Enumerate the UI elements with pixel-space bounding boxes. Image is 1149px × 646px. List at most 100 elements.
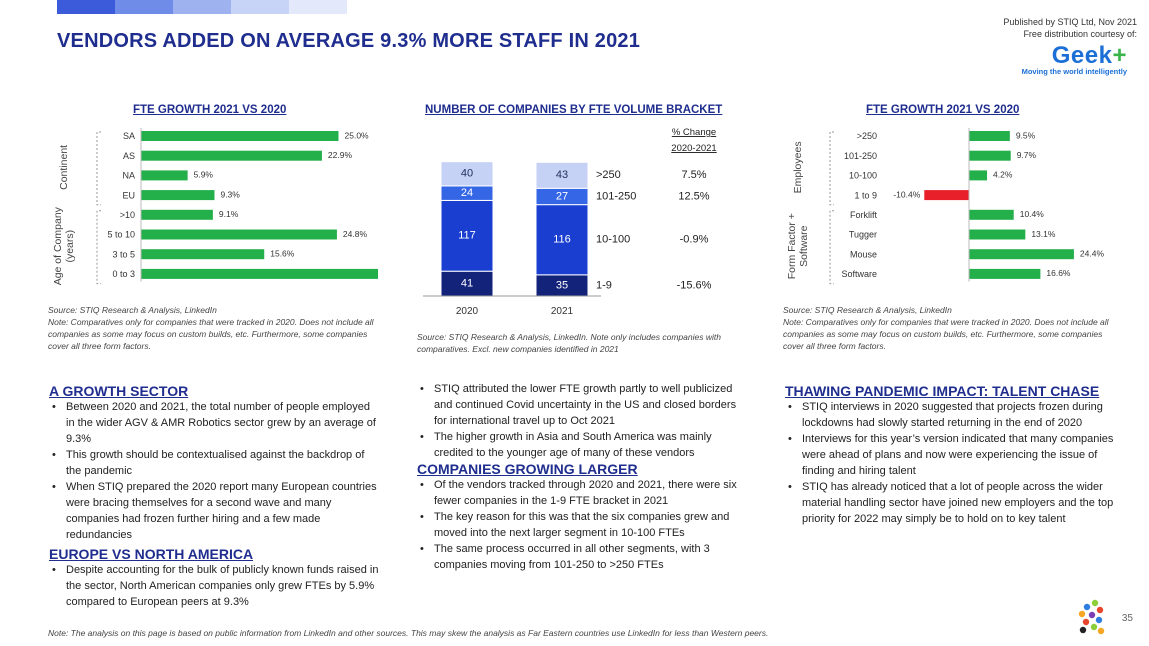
bar — [969, 209, 1014, 220]
data-label: 15.6% — [270, 248, 295, 258]
logo-word: Geek — [1051, 42, 1113, 69]
series-label: 10-100 — [596, 234, 630, 246]
group-label: (years) — [64, 230, 76, 263]
page-title: VENDORS ADDED ON AVERAGE 9.3% MORE STAFF… — [57, 30, 641, 52]
bar — [141, 268, 378, 279]
segment-value: 40 — [461, 168, 473, 180]
bar — [969, 229, 1026, 240]
footer-note: Note: The analysis on this page is based… — [48, 628, 769, 638]
category-label: 10-100 — [849, 171, 877, 181]
segment-value: 117 — [458, 230, 476, 242]
bar — [969, 170, 988, 181]
category-label: 1 to 9 — [854, 190, 877, 200]
chart1-source: Source: STIQ Research & Analysis, Linked… — [48, 304, 378, 352]
list-item: Between 2020 and 2021, the total number … — [49, 399, 379, 447]
top-bar-segment — [231, 0, 289, 14]
group-label: Software — [798, 225, 810, 267]
growth-heading: A GROWTH SECTOR — [49, 383, 189, 399]
top-bar-segment — [115, 0, 173, 14]
middle-bullets: STIQ attributed the lower FTE growth par… — [417, 381, 747, 461]
data-label: 4.2% — [993, 170, 1013, 180]
group-label: Age of Company — [52, 206, 64, 285]
list-item: STIQ attributed the lower FTE growth par… — [417, 381, 747, 429]
stacked-bar-segment — [440, 161, 494, 187]
data-label: 9.5% — [1016, 130, 1036, 140]
list-item: STIQ has already noticed that a lot of p… — [785, 479, 1115, 527]
chart1-note: Note: Comparatives only for companies th… — [48, 317, 374, 351]
chart2-fte-brackets: 41 117 24 40 2020 35 116 27 43 2021 1-9 -15.6% 10-10… — [423, 127, 717, 317]
thawing-heading: THAWING PANDEMIC IMPACT: TALENT CHASE — [785, 383, 1100, 399]
list-item: The same process occurred in all other s… — [417, 541, 747, 573]
group-bracket — [829, 131, 834, 206]
page-number: 35 — [1121, 613, 1133, 624]
data-label: 22.9% — [328, 150, 353, 160]
publisher-info: Published by STIQ Ltd, Nov 2021 Free dis… — [1003, 16, 1137, 40]
list-item: Despite accounting for the bulk of publi… — [49, 562, 379, 610]
category-label: >10 — [120, 210, 135, 220]
group-label: Form Factor + — [786, 213, 798, 279]
data-label: 9.7% — [1017, 150, 1037, 160]
larger-heading: COMPANIES GROWING LARGER — [417, 461, 638, 477]
data-label: 5.9% — [194, 170, 214, 180]
publisher-line: Published by STIQ Ltd, Nov 2021 — [1003, 17, 1137, 27]
series-label: >250 — [596, 169, 621, 181]
list-item: Of the vendors tracked through 2020 and … — [417, 477, 747, 509]
category-label: Forklift — [850, 210, 877, 220]
segment-value: 116 — [553, 234, 571, 246]
group-bracket — [96, 131, 101, 206]
thawing-bullets: STIQ interviews in 2020 suggested that p… — [785, 399, 1115, 527]
category-label: 5 to 10 — [107, 230, 135, 240]
data-label: 9.1% — [219, 209, 239, 219]
bar — [141, 131, 339, 141]
bar — [141, 170, 188, 181]
list-item: STIQ interviews in 2020 suggested that p… — [785, 399, 1115, 431]
list-item: This growth should be contextualised aga… — [49, 447, 379, 479]
text-column-left: A GROWTH SECTOR Between 2020 and 2021, t… — [49, 383, 379, 610]
data-label: 25.0% — [345, 130, 370, 140]
list-item: Interviews for this year’s version indic… — [785, 431, 1115, 479]
group-label: Continent — [58, 145, 70, 190]
europe-heading: EUROPE VS NORTH AMERICA — [49, 546, 254, 562]
category-label: 0 to 3 — [112, 269, 135, 279]
text-column-right: THAWING PANDEMIC IMPACT: TALENT CHASE ST… — [785, 383, 1115, 527]
chart1-continent-age: Continent SA 25.0% AS 22.9% NA 5.9% EU 9.3% Age o… — [52, 128, 378, 285]
category-label: NA — [122, 171, 135, 181]
category-label: Mouse — [850, 249, 877, 259]
stacked-bar-segment — [440, 199, 494, 272]
pct-change-value: -15.6% — [677, 279, 712, 291]
bar — [141, 249, 265, 260]
text-column-middle: STIQ attributed the lower FTE growth par… — [417, 381, 747, 573]
pct-change-header: % Change — [672, 127, 716, 138]
pct-change-period: 2020-2021 — [671, 143, 716, 154]
stacked-bar-segment — [535, 204, 589, 276]
bar — [924, 190, 969, 201]
chart1-title: FTE GROWTH 2021 VS 2020 — [133, 104, 287, 116]
pct-change-value: 12.5% — [678, 190, 709, 202]
bar — [969, 131, 1010, 141]
top-bar-segment — [57, 0, 115, 14]
chart3-source-line: Source: STIQ Research & Analysis, Linked… — [783, 305, 952, 315]
data-label: 10.4% — [1020, 209, 1045, 219]
data-label: 9.3% — [220, 189, 240, 199]
bar — [969, 268, 1041, 279]
bar — [141, 190, 215, 201]
group-bracket — [96, 210, 101, 285]
bar — [969, 150, 1011, 161]
stacked-bar-segment — [535, 161, 589, 189]
category-label: Tugger — [849, 230, 877, 240]
chart3-employees-formfactor: Employees >250 9.5% 101-250 9.7% 10-100 4.2% 1 … — [786, 128, 1104, 285]
category-label: >250 — [857, 131, 877, 141]
top-color-bars — [57, 0, 347, 14]
chart3-title: FTE GROWTH 2021 VS 2020 — [866, 104, 1020, 116]
data-label: -10.4% — [893, 189, 920, 199]
distribution-line: Free distribution courtesy of: — [1023, 29, 1137, 39]
pct-change-value: 7.5% — [681, 169, 706, 181]
chart2-title: NUMBER OF COMPANIES BY FTE VOLUME BRACKE… — [425, 104, 723, 116]
chart2-source: Source: STIQ Research & Analysis, Linked… — [417, 332, 721, 354]
chart3-source: Source: STIQ Research & Analysis, Linked… — [783, 304, 1113, 352]
growth-bullets: Between 2020 and 2021, the total number … — [49, 399, 379, 543]
category-label: SA — [123, 131, 135, 141]
series-label: 101-250 — [596, 190, 636, 202]
data-label: 13.1% — [1031, 229, 1056, 239]
segment-value: 43 — [556, 169, 568, 181]
